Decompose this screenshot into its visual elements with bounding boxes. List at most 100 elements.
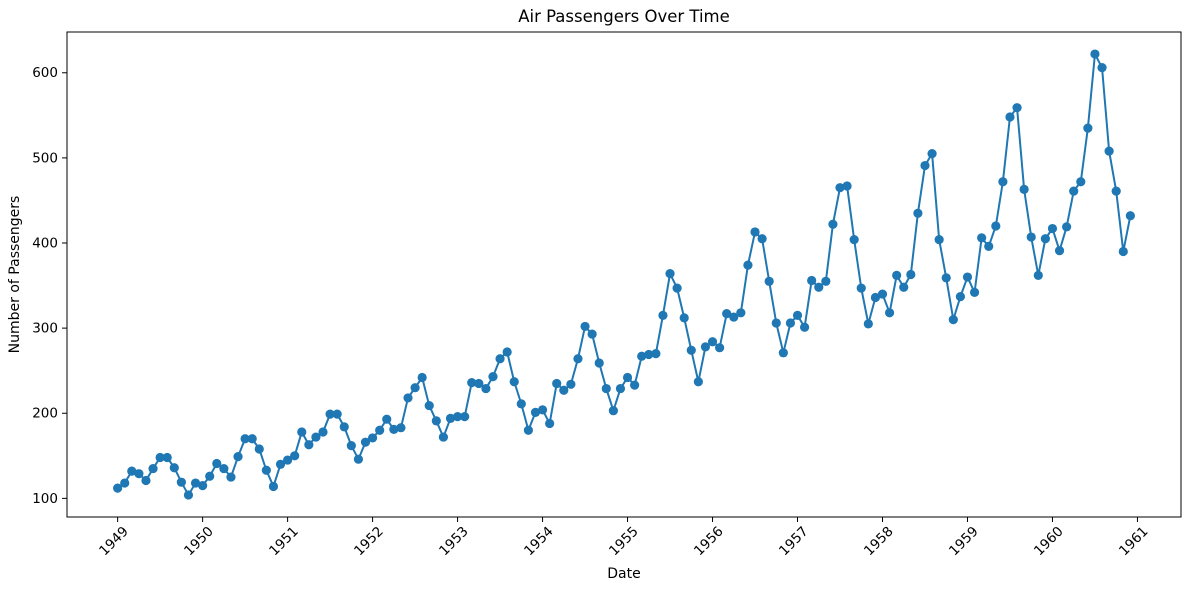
- data-point-marker: [1054, 246, 1065, 256]
- data-point-marker: [403, 393, 413, 403]
- data-point-marker: [984, 241, 994, 252]
- data-point-marker: [552, 378, 562, 389]
- data-point-marker: [998, 177, 1008, 187]
- data-point-marker: [162, 452, 172, 463]
- data-point-marker: [346, 440, 356, 451]
- data-point-marker: [814, 282, 824, 292]
- data-point-marker: [332, 409, 342, 419]
- data-point-marker: [743, 260, 753, 270]
- data-point-marker: [977, 233, 987, 243]
- data-point-marker: [778, 348, 788, 358]
- data-point-marker: [297, 427, 307, 437]
- data-point-marker: [290, 451, 300, 461]
- plot-border: [66, 31, 1182, 518]
- data-point-marker: [190, 478, 201, 488]
- data-point-marker: [594, 358, 604, 368]
- data-point-marker: [410, 383, 420, 393]
- data-point-marker: [764, 276, 774, 286]
- data-point-marker: [899, 282, 909, 292]
- data-point-marker: [1097, 63, 1107, 73]
- data-point-marker: [828, 219, 838, 229]
- data-point-marker: [715, 343, 725, 353]
- data-point-marker: [700, 342, 711, 352]
- data-point-marker: [686, 345, 696, 355]
- data-point-marker: [445, 413, 456, 423]
- data-point-marker: [240, 434, 250, 444]
- data-point-marker: [509, 377, 519, 387]
- data-point-marker: [913, 208, 923, 218]
- data-point-marker: [849, 235, 859, 245]
- data-point-marker: [530, 407, 541, 417]
- data-point-marker: [637, 351, 647, 361]
- data-point-marker: [311, 432, 321, 442]
- data-series: [113, 49, 1135, 500]
- data-point-marker: [113, 483, 123, 493]
- data-point-marker: [1111, 186, 1121, 196]
- data-point-marker: [183, 490, 194, 500]
- data-point-marker: [375, 425, 385, 435]
- data-point-marker: [587, 329, 597, 339]
- data-point-marker: [460, 412, 470, 422]
- data-point-marker: [360, 437, 371, 447]
- data-point-marker: [969, 287, 980, 297]
- data-point-marker: [1019, 184, 1029, 194]
- data-point-marker: [148, 463, 158, 474]
- data-point-marker: [679, 313, 689, 323]
- data-point-marker: [750, 227, 760, 237]
- data-point-marker: [488, 372, 498, 382]
- data-point-marker: [219, 463, 229, 474]
- data-point-marker: [1012, 103, 1022, 113]
- data-point-marker: [863, 319, 873, 329]
- data-point-marker: [622, 372, 633, 383]
- data-point-marker: [1090, 49, 1100, 59]
- data-point-marker: [948, 315, 958, 325]
- y-axis-ticks: 100 200 300 400 500 600: [32, 65, 67, 507]
- data-point-marker: [856, 283, 866, 293]
- data-point-marker: [176, 477, 186, 487]
- data-point-marker: [1069, 186, 1079, 196]
- data-point-marker: [1033, 270, 1043, 280]
- y-axis-label: Number of Passengers: [7, 196, 23, 354]
- data-point-marker: [169, 463, 179, 473]
- data-point-marker: [785, 318, 796, 328]
- data-point-marker: [212, 458, 222, 469]
- data-point-marker: [736, 308, 746, 318]
- chart-title: Air Passengers Over Time: [518, 7, 730, 26]
- data-point-marker: [757, 234, 767, 244]
- data-point-marker: [672, 283, 682, 293]
- data-point-marker: [545, 418, 555, 429]
- data-point-marker: [1118, 246, 1128, 257]
- data-point-marker: [367, 433, 378, 443]
- data-point-marker: [601, 383, 611, 394]
- data-point-marker: [729, 312, 739, 322]
- data-point-marker: [495, 354, 505, 364]
- data-point-marker: [835, 183, 845, 193]
- data-point-marker: [884, 308, 895, 318]
- data-point-marker: [417, 372, 427, 383]
- data-point-marker: [467, 378, 477, 388]
- data-point-marker: [339, 422, 349, 432]
- data-point-marker: [1040, 234, 1050, 244]
- data-point-marker: [353, 454, 364, 464]
- data-point-marker: [1076, 177, 1086, 187]
- data-point-marker: [254, 444, 264, 454]
- data-point-marker: [559, 385, 569, 395]
- data-point-marker: [283, 455, 293, 465]
- data-point-marker: [1125, 211, 1135, 221]
- data-point-marker: [134, 469, 144, 479]
- y-tick-label: 100: [32, 491, 58, 507]
- data-point-marker: [644, 349, 654, 360]
- data-point-marker: [474, 378, 484, 389]
- data-point-marker: [608, 406, 618, 416]
- data-point-marker: [615, 383, 626, 394]
- data-point-marker: [1062, 222, 1072, 232]
- y-tick-label: 600: [32, 65, 58, 81]
- data-point-marker: [1083, 123, 1093, 133]
- data-point-marker: [198, 480, 208, 491]
- data-point-marker: [438, 432, 449, 442]
- data-point-marker: [920, 160, 930, 171]
- data-point-marker: [665, 269, 675, 279]
- data-point-marker: [396, 423, 406, 433]
- data-point-marker: [382, 414, 392, 424]
